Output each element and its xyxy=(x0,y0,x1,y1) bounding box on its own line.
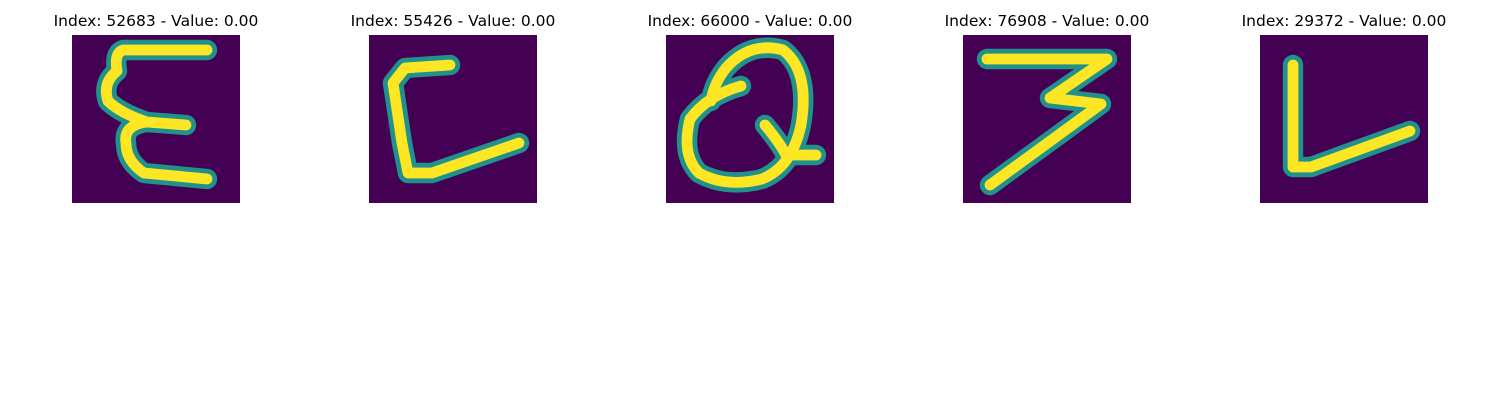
panel-title: Index: 66000 - Value: 0.00 xyxy=(647,12,853,30)
handwritten-3-image xyxy=(963,35,1131,203)
panel-2: Index: 55426 - Value: 0.00 xyxy=(303,0,603,210)
panel-1: Index: 52683 - Value: 0.00 xyxy=(6,0,306,210)
handwritten-l-image xyxy=(369,35,537,203)
panel-title: Index: 29372 - Value: 0.00 xyxy=(1241,12,1447,30)
handwritten-e-image xyxy=(72,35,240,203)
panel-title: Index: 55426 - Value: 0.00 xyxy=(350,12,556,30)
panel-3: Index: 66000 - Value: 0.00 xyxy=(600,0,900,210)
panel-title: Index: 52683 - Value: 0.00 xyxy=(53,12,259,30)
handwritten-l-image xyxy=(1260,35,1428,203)
panel-4: Index: 76908 - Value: 0.00 xyxy=(897,0,1197,210)
panel-title: Index: 76908 - Value: 0.00 xyxy=(944,12,1150,30)
panel-5: Index: 29372 - Value: 0.00 xyxy=(1194,0,1494,210)
handwritten-q-image xyxy=(666,35,834,203)
